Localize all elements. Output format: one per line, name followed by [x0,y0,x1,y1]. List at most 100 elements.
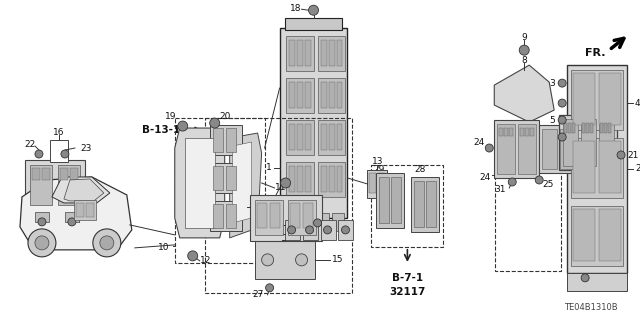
Circle shape [558,79,566,87]
Bar [226,128,236,152]
Bar [255,241,314,279]
Bar [76,203,84,217]
Bar [525,128,529,136]
Bar [604,123,607,133]
Bar [50,140,68,162]
Bar [337,40,342,66]
Bar [332,213,344,231]
Text: 29: 29 [374,166,385,174]
Bar [321,124,326,150]
Bar [317,162,346,197]
Bar [296,166,303,192]
Bar [285,78,314,113]
Text: 20: 20 [220,112,231,121]
Bar [337,166,342,192]
Bar [305,124,310,150]
Circle shape [308,5,319,15]
Bar [321,40,326,66]
Bar [289,40,294,66]
Bar [572,123,575,133]
Text: 31: 31 [495,185,506,195]
Bar [571,70,623,130]
Bar [210,163,242,193]
Bar [563,119,578,166]
Text: 7: 7 [622,121,628,130]
Bar [590,123,593,133]
Bar [42,168,50,180]
Bar [296,82,303,108]
Bar [571,138,623,198]
Bar [303,220,317,240]
Text: 22: 22 [24,139,36,149]
Bar [371,165,444,247]
Text: 24: 24 [473,137,484,146]
Bar [205,118,353,293]
Bar [285,120,314,155]
Text: 12: 12 [200,256,211,265]
Circle shape [266,284,273,292]
Bar [608,123,611,133]
Bar [559,115,617,170]
Bar [30,165,52,205]
Text: 3: 3 [549,78,555,88]
Bar [392,177,401,223]
Polygon shape [233,142,252,223]
Text: 23: 23 [80,144,92,152]
Bar [60,168,68,180]
Bar [599,119,614,166]
Bar [499,128,503,136]
Circle shape [581,274,589,282]
Bar [280,28,348,218]
Bar [250,195,321,241]
Bar [285,162,314,197]
Text: B-13-11: B-13-11 [142,125,188,135]
Bar [367,170,387,198]
Circle shape [262,254,273,266]
Bar [321,166,326,192]
Bar [412,177,439,232]
Bar [414,181,424,227]
Bar [376,173,404,228]
Bar [567,273,627,291]
Text: B-7-1: B-7-1 [392,273,423,283]
Bar [582,123,585,133]
Bar [212,128,223,152]
Bar [25,160,85,212]
Bar [560,129,575,169]
Bar [35,212,49,222]
Circle shape [178,121,188,131]
Circle shape [61,150,69,158]
Bar [369,173,376,193]
Bar [284,213,296,231]
Bar [257,203,267,228]
Text: 27: 27 [324,219,335,227]
Circle shape [305,226,314,234]
Bar [296,124,303,150]
Bar [303,203,312,228]
Bar [287,200,316,235]
Bar [328,166,335,192]
Bar [212,166,223,190]
Circle shape [68,218,76,226]
Bar [567,65,627,273]
Bar [316,213,328,231]
Bar [285,220,300,240]
Text: 27: 27 [252,290,264,299]
Text: 11: 11 [275,183,286,192]
Polygon shape [52,177,110,203]
Text: 24: 24 [479,174,490,182]
Bar [70,168,78,180]
Bar [300,213,312,231]
Bar [337,82,342,108]
Bar [581,119,596,166]
Bar [328,124,335,150]
Bar [317,36,346,71]
Bar [289,124,294,150]
Bar [210,125,242,155]
Polygon shape [20,177,132,250]
Bar [530,128,534,136]
Bar [226,166,236,190]
Circle shape [93,229,121,257]
Bar [494,120,540,178]
Bar [226,204,236,228]
